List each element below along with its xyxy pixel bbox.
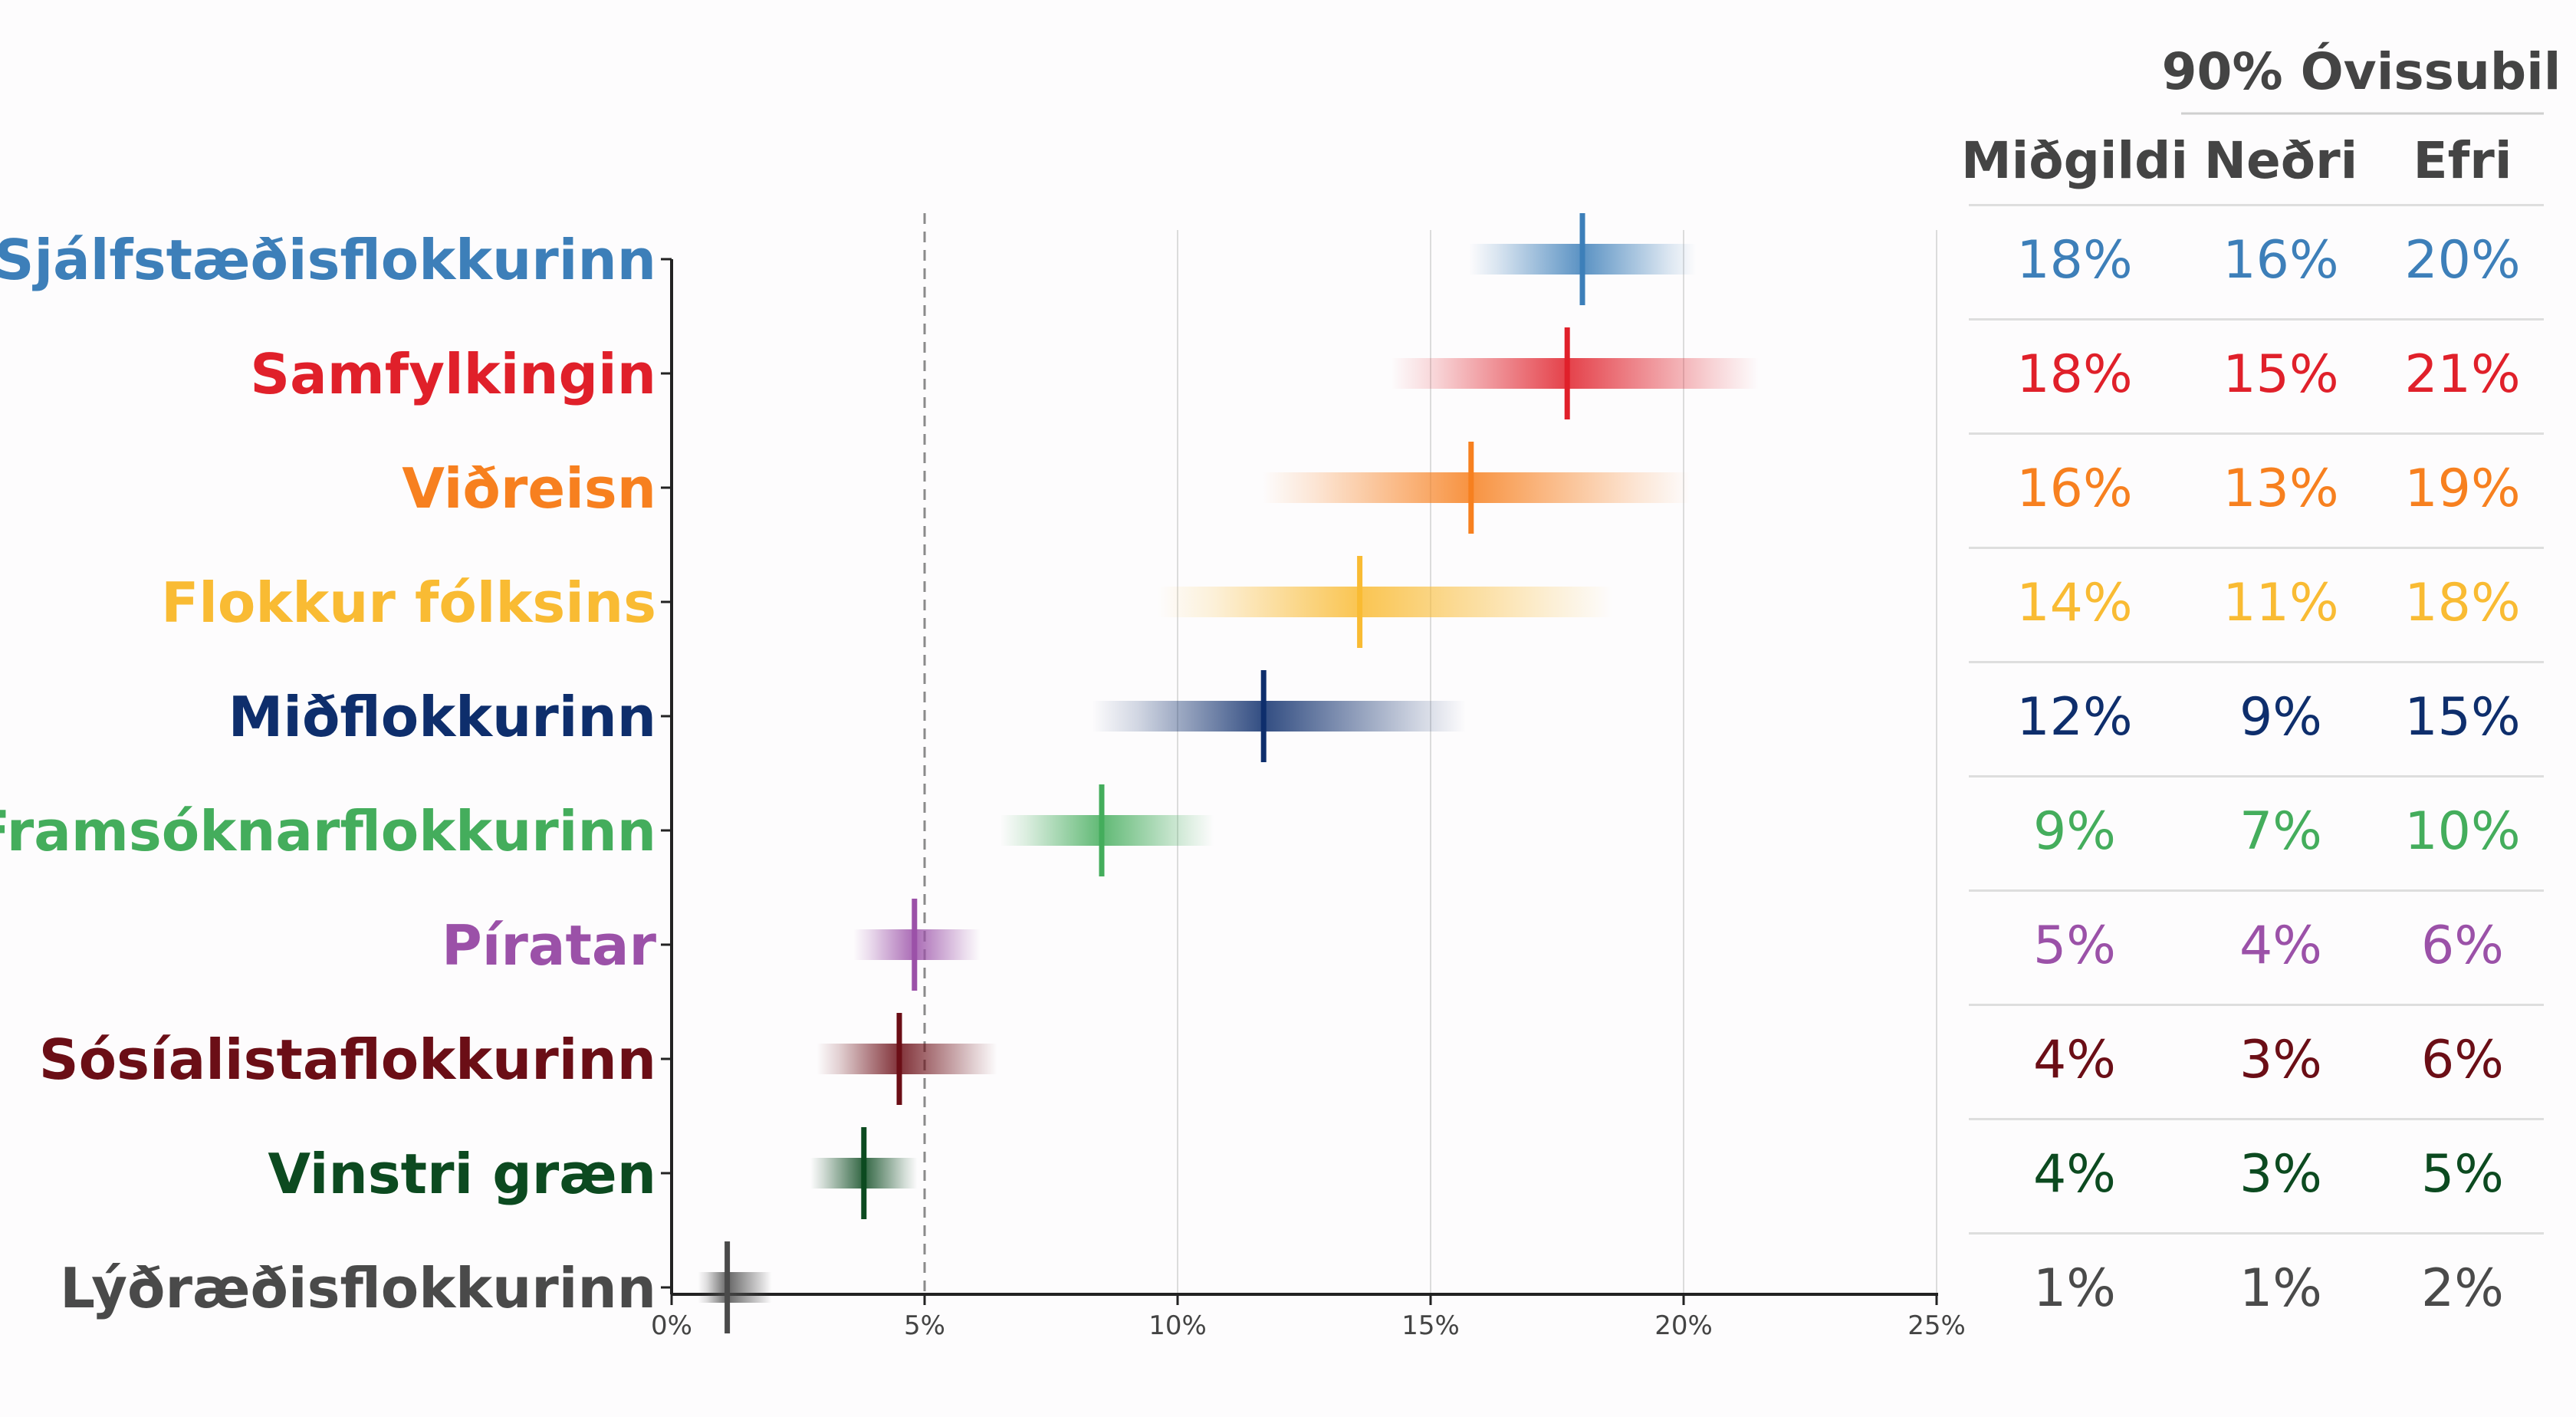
median-value: 14% (2016, 573, 2132, 633)
party-label: Sjálfstæðisflokkurinn (0, 228, 656, 292)
median-value: 4% (2033, 1144, 2116, 1205)
table-group-header: 90% Óvissubil (2162, 42, 2561, 101)
x-tick-label: 0% (651, 1310, 692, 1341)
lower-value: 9% (2239, 687, 2322, 748)
upper-value: 5% (2421, 1144, 2504, 1205)
lower-value: 3% (2239, 1030, 2322, 1090)
interval-band (1391, 358, 1759, 389)
party-label: Vinstri græn (268, 1142, 656, 1206)
party-label: Samfylkingin (250, 342, 656, 406)
lower-value: 4% (2239, 916, 2322, 976)
upper-value: 6% (2421, 916, 2504, 976)
median-value: 18% (2016, 344, 2132, 405)
median-value: 4% (2033, 1030, 2116, 1090)
lower-value: 13% (2223, 459, 2338, 519)
upper-value: 15% (2404, 687, 2520, 748)
lower-value: 3% (2239, 1144, 2322, 1205)
x-tick-label: 5% (904, 1310, 945, 1341)
x-tick-label: 20% (1654, 1310, 1713, 1341)
lower-value: 11% (2223, 573, 2338, 633)
interval-band (1092, 701, 1466, 732)
party-label: Flokkur fólksins (161, 570, 656, 635)
lower-value: 16% (2223, 230, 2338, 291)
median-value: 12% (2016, 687, 2132, 748)
table-col-median: Miðgildi (1961, 131, 2188, 190)
upper-value: 20% (2404, 230, 2520, 291)
upper-value: 10% (2404, 801, 2520, 862)
median-value: 16% (2016, 459, 2132, 519)
party-label: Viðreisn (402, 456, 656, 521)
lower-value: 15% (2223, 344, 2338, 405)
interval-band (1262, 472, 1691, 503)
x-tick-label: 10% (1148, 1310, 1207, 1341)
lower-value: 7% (2239, 801, 2322, 862)
party-label: Miðflokkurinn (228, 685, 656, 749)
upper-value: 19% (2404, 459, 2520, 519)
upper-value: 6% (2421, 1030, 2504, 1090)
upper-value: 2% (2421, 1258, 2504, 1319)
median-value: 9% (2033, 801, 2116, 862)
party-label: Sósíalistaflokkurinn (39, 1027, 656, 1092)
upper-value: 18% (2404, 573, 2520, 633)
median-value: 1% (2033, 1258, 2116, 1319)
table-col-lower: Neðri (2204, 131, 2358, 190)
median-value: 5% (2033, 916, 2116, 976)
interval-band (1158, 587, 1612, 617)
interval-band (816, 1044, 997, 1074)
x-tick-label: 25% (1907, 1310, 1966, 1341)
x-tick-label: 15% (1401, 1310, 1460, 1341)
party-label: Píratar (442, 913, 657, 978)
interval-band (1000, 815, 1214, 846)
lower-value: 1% (2239, 1258, 2322, 1319)
upper-value: 21% (2404, 344, 2520, 405)
interval-band (698, 1272, 772, 1303)
table-col-upper: Efri (2413, 131, 2512, 190)
party-label: Framsóknarflokkurinn (0, 799, 656, 863)
median-value: 18% (2016, 230, 2132, 291)
party-label: Lýðræðisflokkurinn (60, 1256, 656, 1320)
